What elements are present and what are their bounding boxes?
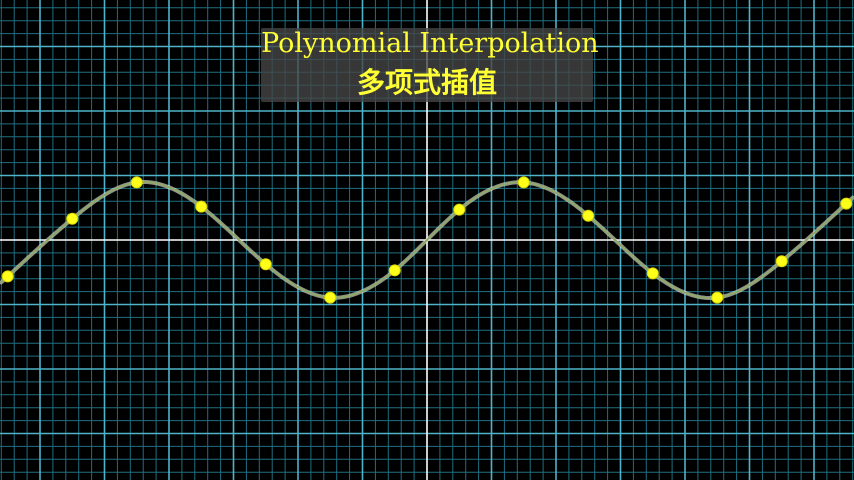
data-point [1, 270, 14, 283]
title-box: Polynomial Interpolation 多项式插值 [261, 28, 599, 102]
data-point [388, 264, 401, 277]
data-point [453, 203, 466, 216]
chart-title: Polynomial Interpolation [261, 28, 599, 59]
data-point [840, 197, 853, 210]
data-point [517, 176, 530, 189]
points-layer [1, 176, 853, 304]
data-point [582, 209, 595, 222]
data-point [130, 176, 143, 189]
chart-subtitle: 多项式插值 [356, 66, 497, 99]
data-point [711, 291, 724, 304]
interpolation-curve [0, 180, 854, 300]
curve-layer [0, 179, 854, 301]
data-point [646, 267, 659, 280]
data-point [195, 200, 208, 213]
data-point [66, 212, 79, 225]
data-point [324, 291, 337, 304]
data-point [259, 258, 272, 271]
data-point [775, 255, 788, 268]
